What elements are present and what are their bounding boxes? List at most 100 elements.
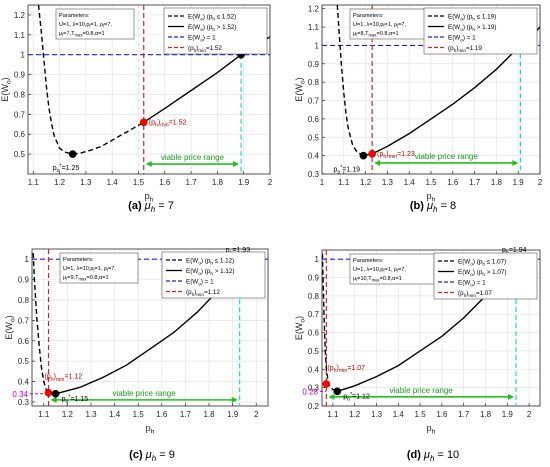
label-part: h bbox=[210, 271, 213, 277]
x-tick-label: 1.8 bbox=[491, 178, 503, 187]
label-part: h bbox=[51, 377, 54, 383]
label-part: E(W bbox=[186, 279, 198, 286]
x-tick-label: 1.6 bbox=[447, 178, 459, 187]
x-tick-label: 1.6 bbox=[156, 410, 168, 419]
label-part: * bbox=[60, 164, 62, 170]
label-part: min bbox=[468, 293, 476, 299]
label-part: l bbox=[383, 269, 384, 274]
label-part: ≤ 1.19) bbox=[475, 14, 496, 21]
label-part: h bbox=[334, 368, 337, 374]
params-line: Parameters: bbox=[63, 257, 94, 263]
panel-caption: (b) μh = 8 bbox=[410, 200, 456, 214]
point-label: (ph)min=1.52 bbox=[149, 119, 187, 128]
label-part: min bbox=[56, 377, 65, 383]
params-line: Parameters: bbox=[353, 258, 384, 264]
x-tick-label: 1.5 bbox=[425, 178, 437, 187]
range-arrow-right-head bbox=[512, 159, 519, 166]
label-part: E(W bbox=[448, 14, 460, 21]
label-part: p bbox=[53, 165, 57, 172]
y-tick-label: 0.9 bbox=[308, 274, 320, 283]
caption-value: = 9 bbox=[156, 449, 175, 461]
label-part: U=1, λ=10,p bbox=[353, 267, 383, 273]
label-part: h bbox=[210, 260, 213, 266]
y-tick-label: 0.8 bbox=[18, 296, 30, 305]
y-tick-label: 0.4 bbox=[308, 365, 320, 374]
x-axis-label: ph bbox=[427, 191, 436, 204]
label-part: ) bbox=[4, 315, 14, 318]
legend-label: (ph)min=1.12 bbox=[186, 289, 220, 298]
y-tick-label: 1 bbox=[21, 51, 26, 60]
label-part: =10,T bbox=[357, 276, 372, 282]
label-part: ) bbox=[337, 365, 339, 372]
label-part: ) bbox=[196, 45, 198, 52]
label-part: E(W bbox=[188, 35, 200, 42]
label-part: (p bbox=[149, 119, 155, 126]
range-label: viable price range bbox=[161, 153, 225, 162]
label-part: h bbox=[212, 27, 215, 33]
range-arrow-left-head bbox=[328, 393, 335, 400]
y-marker-label: 0.28 bbox=[302, 387, 318, 396]
y-tick-label: 1 bbox=[315, 255, 320, 264]
label-part: Parameters: bbox=[63, 257, 94, 263]
legend-label: (ph)min=1.19 bbox=[448, 45, 482, 54]
x-tick-label: 1.5 bbox=[133, 410, 145, 419]
label-part: min bbox=[196, 292, 204, 298]
x-tick-label: 1.8 bbox=[480, 410, 492, 419]
point-black bbox=[68, 150, 77, 158]
label-part: > 1.07) bbox=[485, 269, 507, 276]
y-tick-label: 0.6 bbox=[18, 337, 30, 346]
label-part: μ bbox=[353, 276, 356, 282]
x-tick-label: 1.6 bbox=[436, 410, 448, 419]
y-axis-label: E(Wo) bbox=[4, 315, 17, 339]
label-part: l bbox=[103, 24, 104, 29]
caption-value: = 8 bbox=[437, 200, 456, 212]
label-part: p bbox=[427, 423, 432, 433]
label-part: p bbox=[62, 396, 66, 403]
legend-label: E(Wo) (ph ≤ 1.12) bbox=[186, 258, 234, 267]
panel-caption: (d) μh = 10 bbox=[407, 449, 459, 463]
label-part: =9,T bbox=[67, 275, 79, 281]
label-part: p bbox=[226, 247, 230, 254]
x-axis-label: ph bbox=[146, 423, 155, 436]
label-part: E(W bbox=[294, 84, 304, 102]
y-tick-label: 0.4 bbox=[308, 152, 320, 161]
y-axis-label: E(Wo) bbox=[294, 77, 307, 101]
label-part: l bbox=[356, 278, 357, 283]
caption-mu-sub: h bbox=[433, 205, 438, 214]
x-tick-label: 1.2 bbox=[62, 410, 74, 419]
point-red bbox=[368, 149, 376, 158]
label-part: μ bbox=[59, 31, 62, 37]
label-part: E(W bbox=[458, 280, 470, 287]
x-tick-label: 2 bbox=[268, 178, 273, 187]
legend-label: E(Wo) = 1 bbox=[448, 35, 476, 44]
range-arrow-right-head bbox=[231, 396, 238, 403]
label-part: E(W bbox=[0, 84, 10, 102]
params-line: μl=7,Tmax=0.8,α=1 bbox=[59, 31, 105, 38]
y-tick-label: 0.3 bbox=[18, 398, 30, 407]
caption-label: (b) bbox=[410, 200, 427, 212]
label-part: =1.07 bbox=[476, 290, 492, 297]
params-line: U=1, λ=10,pl=1, ρl=7, bbox=[353, 22, 406, 29]
label-part: =1, ρ bbox=[94, 266, 107, 272]
label-part: o bbox=[337, 170, 340, 176]
x-tick-label: 1.3 bbox=[371, 410, 383, 419]
point-label: po*=1.19 bbox=[333, 165, 360, 176]
label-part: E(W bbox=[458, 269, 470, 276]
label-part: h bbox=[482, 261, 485, 267]
label-part: =1.23 bbox=[397, 151, 415, 158]
label-part: o bbox=[470, 283, 473, 288]
label-part: h bbox=[155, 122, 158, 128]
label-part: h bbox=[482, 272, 485, 278]
label-part: > 1.52) bbox=[215, 24, 237, 31]
range-arrow-left-head bbox=[50, 396, 57, 403]
label-part: h bbox=[150, 197, 154, 204]
label-part: o bbox=[470, 262, 473, 267]
y-tick-label: 1 bbox=[315, 41, 320, 50]
caption-mu-sub: h bbox=[152, 454, 157, 463]
label-part: min bbox=[160, 122, 169, 128]
x-tick-label: 2 bbox=[254, 410, 259, 419]
label-part: h bbox=[472, 16, 475, 22]
chart-panel-1: 1.1 1.2 1.3 1.4 1.5 1.6 1.7 1.8 1.9 2 0.5 0.6 0.7 0.8… bbox=[0, 4, 273, 214]
label-part: ) bbox=[456, 45, 458, 52]
label-part: h bbox=[192, 292, 195, 298]
